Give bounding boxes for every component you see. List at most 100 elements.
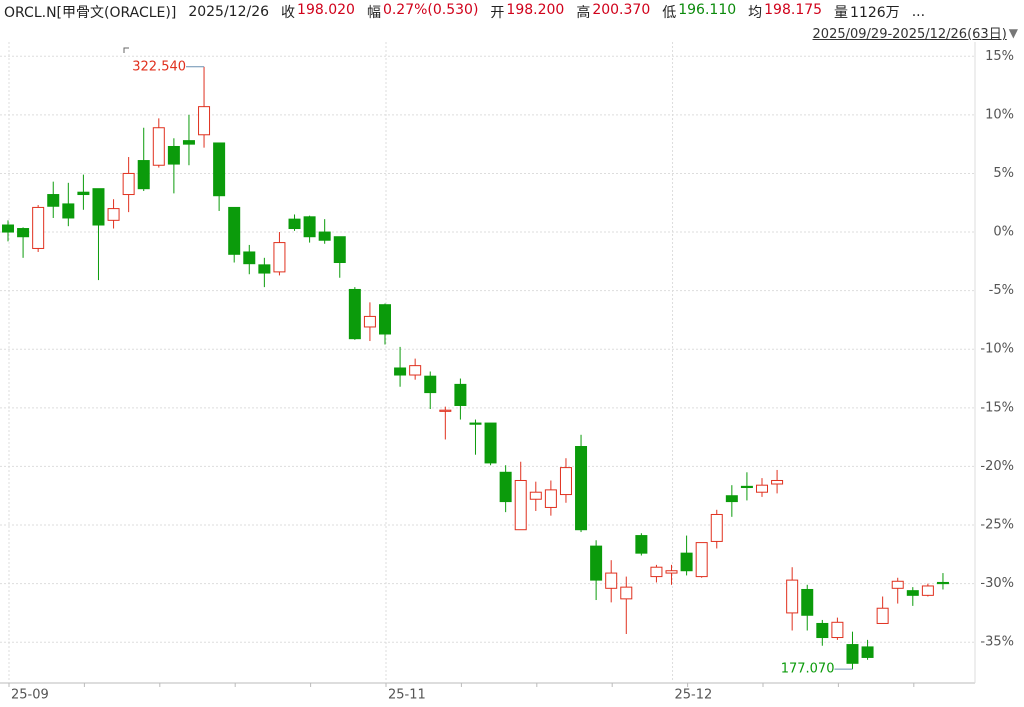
item-label: 收	[281, 5, 296, 21]
candle-body	[786, 579, 799, 614]
candle-body	[258, 264, 271, 274]
range-bar[interactable]: 2025/09/29-2025/12/26(63日) ▼	[812, 23, 1018, 43]
candle-body	[590, 545, 603, 581]
more-icon: ...	[911, 4, 926, 20]
y-tick-label: 0%	[993, 225, 1014, 240]
candle-body	[559, 467, 572, 496]
candle-body	[363, 315, 376, 328]
candle-body	[680, 552, 693, 572]
y-tick-label: -20%	[980, 459, 1014, 474]
x-tick-label: 25-12	[675, 688, 713, 703]
candle-body	[137, 160, 150, 190]
candle-body	[47, 194, 60, 207]
candle-body	[424, 375, 437, 394]
item-label: 量	[834, 5, 849, 21]
symbol: ORCL.N[甲骨文(ORACLE)]	[4, 5, 177, 21]
candle-body	[409, 365, 422, 376]
header-item: 量 1126万	[834, 2, 900, 22]
candle-body	[756, 484, 768, 493]
candle-body	[17, 228, 30, 238]
date: 2025/12/26	[188, 4, 270, 20]
item-value: 198.175	[764, 2, 823, 18]
candle-body	[861, 646, 874, 658]
candle-body	[32, 206, 45, 249]
candle-body	[348, 288, 361, 340]
candle-body	[665, 570, 678, 574]
header-item: 收 198.020	[281, 2, 355, 22]
candle-body	[499, 471, 512, 503]
candle-body	[122, 172, 135, 196]
corner-marker	[123, 47, 129, 53]
header-item: 开 198.200	[490, 2, 564, 22]
candle-body	[514, 479, 527, 531]
item-label: 幅	[366, 5, 381, 21]
candle-body	[831, 621, 844, 639]
candle-body	[318, 231, 331, 241]
header: ORCL.N[甲骨文(ORACLE)] 2025/12/26 收 198.020 幅…	[4, 2, 925, 22]
candle-body	[695, 542, 708, 578]
candle-body	[107, 208, 120, 221]
candle-body	[198, 106, 211, 136]
candle-body	[710, 513, 723, 542]
candle-body	[816, 622, 829, 639]
candle-body	[529, 491, 542, 500]
candle-body	[846, 644, 859, 664]
candle-body	[725, 495, 738, 503]
candle-body	[152, 127, 165, 166]
candle-body	[273, 242, 286, 273]
candle-body	[620, 586, 633, 600]
candle-body	[2, 224, 14, 233]
dropdown-icon[interactable]: ▼	[1008, 25, 1018, 40]
min-label: 177.070	[781, 662, 835, 677]
candle-body	[333, 236, 346, 264]
candle-body	[213, 142, 226, 197]
max-label: 322.540	[132, 59, 186, 74]
y-tick-label: -10%	[980, 342, 1014, 357]
item-value: 0.27%(0.530)	[382, 2, 479, 18]
y-tick-label: -5%	[989, 283, 1014, 298]
candle-body	[921, 585, 934, 596]
y-tick-label: -35%	[980, 635, 1014, 650]
candle-body	[439, 409, 452, 412]
x-tick-label: 25-11	[388, 688, 426, 703]
header-item: 高 200.370	[576, 2, 650, 22]
y-tick-label: -25%	[980, 518, 1014, 533]
item-label: 开	[490, 5, 505, 21]
candle-body	[167, 145, 180, 165]
item-value: 1126万	[850, 5, 900, 21]
candle-body	[469, 422, 482, 425]
header-item: 幅 0.27%(0.530)	[367, 2, 478, 22]
candle-body	[454, 383, 467, 406]
candle-body	[243, 251, 256, 265]
date-range[interactable]: 2025/09/29-2025/12/26(63日)	[812, 27, 1007, 42]
candle-body	[92, 188, 105, 226]
candle-body	[740, 485, 753, 489]
y-tick-label: 10%	[985, 107, 1014, 122]
header-item: 均 198.175	[748, 2, 822, 22]
candle-body	[575, 446, 588, 531]
candle-body	[394, 367, 407, 376]
x-tick-label: 25-09	[11, 688, 49, 703]
item-value: 198.200	[506, 2, 565, 18]
item-value: 196.110	[678, 2, 737, 18]
header-item: 低 196.110	[662, 2, 736, 22]
item-value: 200.370	[592, 2, 651, 18]
candle-body	[876, 607, 889, 624]
y-tick-label: 15%	[985, 49, 1014, 64]
item-value: 198.020	[297, 2, 355, 18]
candle-body	[62, 203, 75, 219]
y-tick-label: 5%	[993, 166, 1014, 181]
y-tick-label: -30%	[980, 576, 1014, 591]
candle-body	[605, 572, 618, 589]
candle-body	[891, 580, 904, 589]
item-label: 低	[662, 5, 677, 21]
candle-body	[182, 140, 195, 145]
candle-body	[771, 479, 784, 485]
candle-body	[303, 216, 316, 238]
candle-body	[650, 566, 663, 578]
candle-body	[77, 191, 90, 196]
candle-body	[936, 581, 949, 585]
candle-body	[635, 535, 648, 554]
